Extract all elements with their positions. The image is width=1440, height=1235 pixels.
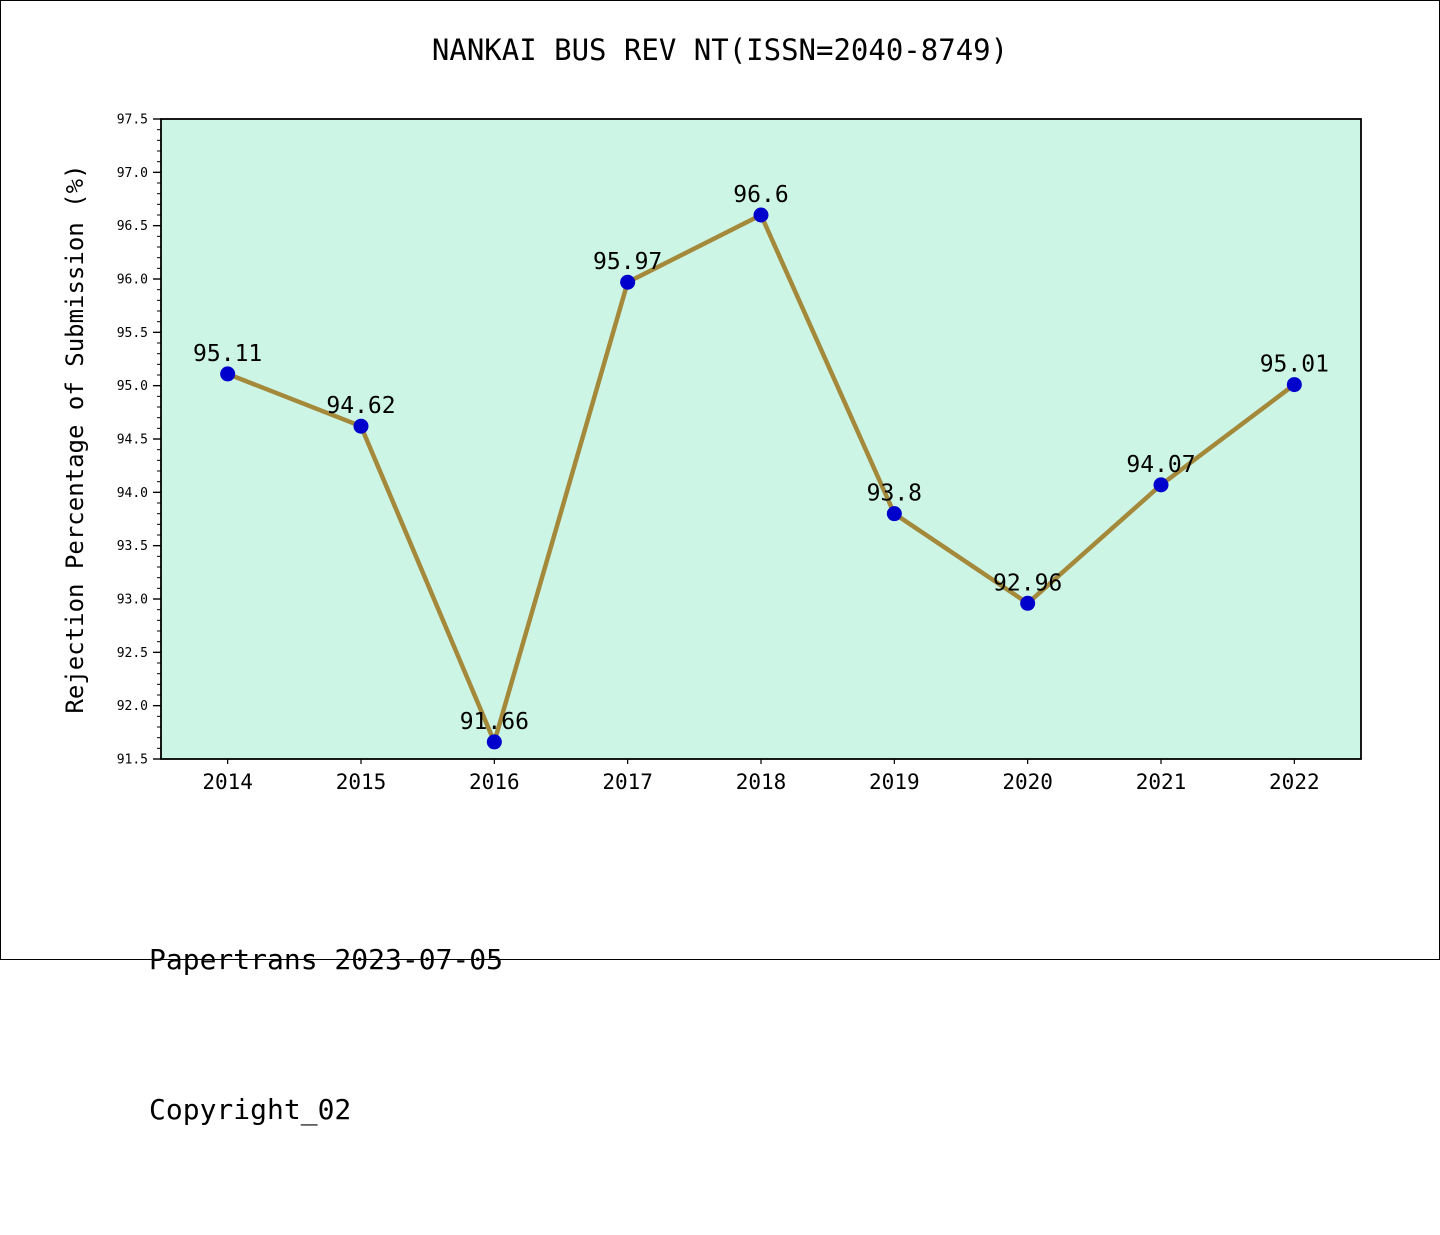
x-tick-label: 2016 [469, 770, 520, 794]
plot-area [160, 118, 1362, 760]
point-label: 91.66 [460, 709, 529, 735]
point-label: 96.6 [733, 182, 788, 208]
y-tick-label: 93.5 [117, 539, 148, 554]
x-tick-label: 2014 [202, 770, 253, 794]
footer-copyright: Copyright_02 [149, 1093, 352, 1126]
x-tick-label: 2021 [1136, 770, 1187, 794]
data-point [220, 366, 236, 382]
y-tick-label: 92.0 [117, 699, 148, 714]
point-label: 93.8 [867, 481, 922, 507]
x-tick-label: 2017 [602, 770, 653, 794]
x-tick-label: 2018 [736, 770, 787, 794]
data-point [486, 734, 502, 750]
point-label: 95.11 [193, 341, 262, 367]
y-tick-label: 93.0 [117, 593, 148, 608]
point-label: 94.07 [1126, 452, 1195, 478]
x-tick-label: 2019 [869, 770, 920, 794]
data-point [1286, 377, 1302, 393]
point-label: 95.97 [593, 249, 662, 275]
y-tick-label: 94.5 [117, 433, 148, 448]
data-point [1020, 595, 1036, 611]
x-tick-label: 2022 [1269, 770, 1320, 794]
y-tick-label: 95.0 [117, 379, 148, 394]
chart-window: NANKAI BUS REV NT(ISSN=2040-8749) Reject… [0, 0, 1440, 1126]
y-tick-label: 96.5 [117, 219, 148, 234]
y-tick-label: 91.5 [117, 753, 148, 768]
footer: Papertrans 2023-07-05 Copyright_02 [149, 835, 503, 1235]
y-tick-label: 92.5 [117, 646, 148, 661]
data-point [353, 418, 369, 434]
y-tick-label: 94.0 [117, 486, 148, 501]
y-tick-label: 97.5 [117, 113, 148, 128]
x-tick-label: 2020 [1002, 770, 1053, 794]
point-label: 92.96 [993, 570, 1062, 596]
data-point [753, 207, 769, 223]
point-label: 95.01 [1260, 352, 1329, 378]
chart-title: NANKAI BUS REV NT(ISSN=2040-8749) [431, 33, 1009, 67]
data-point [1153, 477, 1169, 493]
x-tick-label: 2015 [336, 770, 387, 794]
data-point [620, 274, 636, 290]
data-point [886, 506, 902, 522]
footer-source-date: Papertrans 2023-07-05 [149, 943, 504, 976]
point-label: 94.62 [326, 393, 395, 419]
y-tick-label: 97.0 [117, 166, 148, 181]
line-chart: 91.5 92.0 92.5 93.0 93.5 94.0 94.5 95.0 95.5 96.0… [117, 113, 1362, 794]
y-tick-label: 96.0 [117, 273, 148, 288]
y-tick-label: 95.5 [117, 326, 148, 341]
